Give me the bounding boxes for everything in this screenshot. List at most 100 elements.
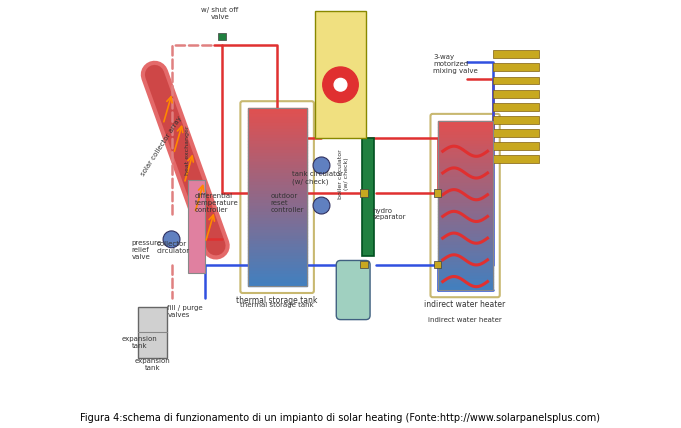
- Bar: [438, 160, 492, 163]
- Bar: [438, 256, 492, 259]
- Bar: [492, 103, 539, 111]
- Bar: [248, 241, 306, 244]
- Bar: [248, 221, 306, 224]
- Bar: [438, 234, 492, 237]
- Bar: [315, 11, 366, 138]
- Bar: [438, 287, 492, 290]
- Bar: [248, 144, 306, 147]
- Bar: [438, 273, 492, 276]
- Bar: [248, 141, 306, 144]
- Bar: [438, 200, 492, 203]
- Bar: [438, 130, 492, 132]
- Bar: [248, 182, 306, 185]
- Bar: [248, 268, 306, 271]
- Text: expansion
tank: expansion tank: [135, 358, 170, 372]
- Bar: [438, 265, 492, 268]
- Bar: [438, 228, 492, 231]
- Bar: [438, 138, 492, 141]
- Bar: [362, 138, 375, 256]
- Bar: [438, 268, 492, 270]
- Bar: [248, 191, 306, 194]
- Bar: [438, 191, 492, 194]
- Bar: [438, 285, 492, 287]
- Bar: [360, 189, 368, 197]
- Circle shape: [334, 78, 347, 91]
- Bar: [438, 276, 492, 279]
- Text: thermal storage tank: thermal storage tank: [236, 296, 318, 305]
- Bar: [248, 238, 306, 241]
- Bar: [438, 135, 492, 138]
- Bar: [248, 235, 306, 238]
- Bar: [248, 185, 306, 188]
- Bar: [248, 227, 306, 230]
- Bar: [248, 232, 306, 235]
- Bar: [248, 212, 306, 215]
- Bar: [438, 220, 492, 223]
- Bar: [438, 180, 492, 183]
- Bar: [248, 188, 306, 191]
- Bar: [248, 250, 306, 253]
- Bar: [434, 189, 441, 197]
- Bar: [248, 170, 306, 173]
- Text: solar collector array: solar collector array: [140, 116, 183, 177]
- Bar: [248, 218, 306, 221]
- Bar: [248, 274, 306, 277]
- Bar: [248, 244, 306, 247]
- Bar: [438, 146, 492, 149]
- Bar: [248, 265, 306, 268]
- Bar: [248, 132, 306, 135]
- Bar: [438, 143, 492, 146]
- Bar: [248, 209, 306, 212]
- Text: Figura 4:schema di funzionamento di un impianto di solar heating (Fonte:http://w: Figura 4:schema di funzionamento di un i…: [80, 413, 601, 423]
- Bar: [248, 271, 306, 274]
- Bar: [438, 237, 492, 239]
- FancyBboxPatch shape: [336, 261, 370, 320]
- Bar: [438, 166, 492, 169]
- Bar: [438, 245, 492, 248]
- Bar: [248, 215, 306, 218]
- Bar: [438, 253, 492, 256]
- Bar: [438, 225, 492, 228]
- Bar: [248, 111, 306, 114]
- Bar: [248, 206, 306, 209]
- Bar: [438, 141, 492, 143]
- Circle shape: [313, 197, 330, 214]
- Bar: [248, 203, 306, 206]
- Bar: [248, 253, 306, 256]
- Bar: [438, 169, 492, 172]
- Text: heat exchanger: heat exchanger: [185, 126, 190, 175]
- Bar: [438, 183, 492, 186]
- Text: indirect water heater: indirect water heater: [428, 317, 502, 323]
- Text: thermal storage tank: thermal storage tank: [240, 302, 314, 308]
- Bar: [438, 197, 492, 200]
- Bar: [438, 203, 492, 205]
- Bar: [248, 277, 306, 280]
- Text: pressure
relief
valve: pressure relief valve: [131, 240, 161, 260]
- Bar: [438, 251, 492, 253]
- Bar: [138, 307, 168, 358]
- Bar: [438, 282, 492, 285]
- Bar: [438, 186, 492, 189]
- Bar: [492, 129, 539, 137]
- Bar: [248, 176, 306, 179]
- Bar: [438, 155, 492, 158]
- Bar: [438, 163, 492, 166]
- Bar: [438, 239, 492, 242]
- Bar: [248, 150, 306, 153]
- Bar: [438, 194, 492, 197]
- Bar: [248, 159, 306, 162]
- Bar: [248, 167, 306, 170]
- Text: hydro
separator: hydro separator: [373, 208, 406, 220]
- Bar: [248, 126, 306, 129]
- Bar: [248, 120, 306, 123]
- Bar: [248, 247, 306, 250]
- Text: 3-way
motorized
mixing valve: 3-way motorized mixing valve: [433, 54, 478, 74]
- Text: expansion
tank: expansion tank: [122, 336, 158, 349]
- Text: differential
temperature
controller: differential temperature controller: [195, 193, 238, 214]
- Bar: [248, 108, 306, 111]
- Bar: [360, 261, 368, 268]
- Text: boiler circulator
(w/ check): boiler circulator (w/ check): [338, 149, 349, 199]
- Bar: [219, 33, 226, 40]
- Bar: [438, 217, 492, 220]
- Bar: [248, 165, 306, 167]
